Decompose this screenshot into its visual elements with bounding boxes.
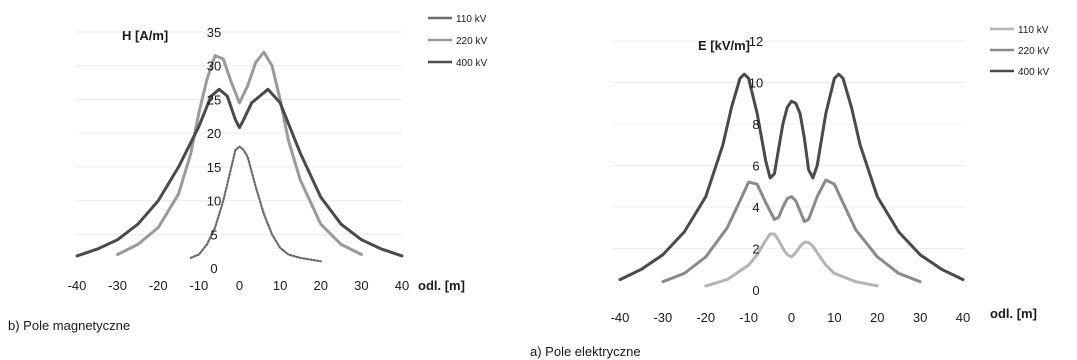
x-tick-label: 40 <box>956 310 970 325</box>
x-tick-label: -30 <box>653 310 672 325</box>
y-tick-label: 12 <box>749 34 763 49</box>
y-tick-label: 25 <box>207 92 221 107</box>
legend-entry: 110 kV <box>456 14 487 25</box>
y-tick-label: 15 <box>207 160 221 175</box>
y-tick-label: 10 <box>207 194 221 209</box>
x-tick-label: -10 <box>739 310 758 325</box>
x-tick-label: -20 <box>696 310 715 325</box>
x-tick-label: 30 <box>354 278 368 293</box>
y-tick-label: 8 <box>752 117 759 132</box>
x-tick-label: -10 <box>189 278 208 293</box>
x-axis-label: odl. [m] <box>418 278 465 293</box>
chart-caption: b) Pole magnetyczne <box>8 318 130 333</box>
x-tick-label: 0 <box>788 310 795 325</box>
y-tick-label: 6 <box>752 159 759 174</box>
legend-entry: 220 kV <box>456 36 487 47</box>
y-tick-label: 20 <box>207 126 221 141</box>
series-line <box>75 87 404 258</box>
series-line <box>704 232 879 288</box>
x-tick-label: 10 <box>827 310 841 325</box>
x-tick-label: -30 <box>108 278 127 293</box>
x-tick-label: 10 <box>273 278 287 293</box>
legend-entry: 220 kV <box>1018 46 1049 57</box>
chart-caption: a) Pole elektryczne <box>530 344 641 359</box>
y-tick-label: 0 <box>210 261 217 276</box>
x-tick-label: -20 <box>149 278 168 293</box>
x-tick-label: -40 <box>68 278 87 293</box>
legend-entry: 400 kV <box>456 58 487 69</box>
y-tick-label: 5 <box>210 227 217 242</box>
x-axis-label: odl. [m] <box>990 306 1037 321</box>
y-tick-label: 10 <box>749 76 763 91</box>
series-line <box>189 145 322 263</box>
y-tick-label: 35 <box>207 25 221 40</box>
x-tick-label: 30 <box>913 310 927 325</box>
y-axis-label: H [A/m] <box>122 28 168 43</box>
y-tick-label: 0 <box>752 283 759 298</box>
y-axis-label: E [kV/m] <box>698 38 750 53</box>
x-tick-label: 20 <box>870 310 884 325</box>
y-tick-label: 2 <box>752 242 759 257</box>
series-line <box>661 178 922 284</box>
x-tick-label: 0 <box>236 278 243 293</box>
x-tick-label: -40 <box>611 310 630 325</box>
legend-entry: 400 kV <box>1018 67 1049 78</box>
x-tick-label: 20 <box>314 278 328 293</box>
chart-electric: 0 2 4 6 8 10 12 -40 -30 -20 -10 0 10 20 30 40 E [kV/m] od… <box>530 25 1049 359</box>
series-line <box>618 72 965 282</box>
x-tick-label: 40 <box>395 278 409 293</box>
y-tick-label: 30 <box>207 59 221 74</box>
series-line <box>116 50 363 256</box>
y-tick-label: 4 <box>752 200 759 215</box>
legend-entry: 110 kV <box>1018 25 1049 36</box>
